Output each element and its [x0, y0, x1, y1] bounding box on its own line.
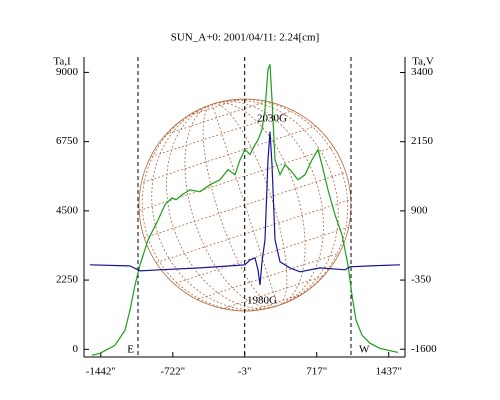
y2-tick-label: 3400: [411, 66, 434, 78]
latitude-line: [120, 100, 323, 167]
latitude-line: [112, 74, 315, 141]
data-line: [89, 131, 401, 286]
latitude-line: [115, 84, 318, 151]
y-axis-label: Ta,I: [53, 56, 71, 68]
y-tick-label: 2250: [56, 274, 79, 286]
x-tick-label: -3": [238, 366, 252, 378]
annotation: 1980G: [247, 295, 277, 307]
latitude-line: [135, 145, 338, 213]
x-tick-label: 1437": [375, 366, 402, 378]
y2-tick-label: 2150: [411, 135, 434, 147]
annotation: 2030G: [257, 113, 287, 125]
y2-tick-label: -1600: [411, 343, 437, 355]
y2-tick-label: 900: [411, 204, 428, 216]
meridian-line: [141, 98, 349, 312]
latitude-line: [160, 222, 363, 289]
y-tick-label: 4500: [56, 204, 79, 216]
y-tick-label: 0: [73, 343, 79, 355]
x-tick-label: 717": [306, 366, 327, 378]
y2-axis-label: Ta,V: [412, 56, 434, 68]
x-tick-label: -1442": [86, 366, 116, 378]
meridian-line: [151, 99, 339, 311]
y2-tick-label: -350: [411, 274, 432, 286]
chart-title: SUN_A+0: 2001/04/11: 2.24[cm]: [171, 32, 319, 44]
x-tick-label: -722": [160, 366, 185, 378]
data-line: [91, 64, 399, 356]
y-tick-label: 6750: [56, 135, 79, 147]
y-tick-label: 9000: [56, 66, 79, 78]
limb-label: W: [359, 344, 370, 356]
limb-label: E: [127, 344, 134, 356]
